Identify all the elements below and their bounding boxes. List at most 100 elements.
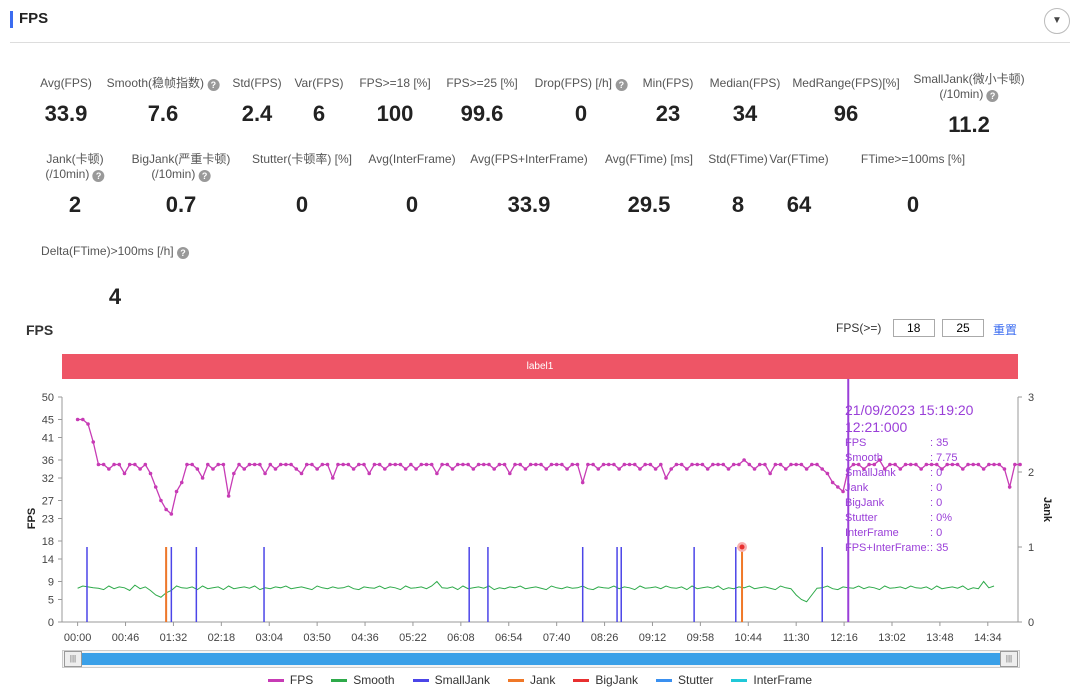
metric-label: Avg(FPS+InterFrame) (470, 152, 587, 167)
help-icon[interactable]: ? (207, 79, 220, 91)
fps-point (502, 462, 507, 467)
legend-item[interactable]: Smooth (331, 673, 395, 687)
fps-point (1018, 462, 1022, 467)
fps-point (773, 462, 778, 467)
legend-item[interactable]: Jank (507, 673, 555, 687)
metric-label-text: Median(FPS) (709, 76, 781, 90)
metric-value: 2.4 (241, 101, 273, 126)
legend-swatch-icon (573, 679, 590, 683)
fps-point (695, 462, 700, 467)
metric-label-text: Smooth(稳帧指数) (106, 76, 205, 90)
fps-point (940, 467, 944, 471)
fps-point (810, 462, 814, 467)
y2-tick-label: 0 (1028, 617, 1034, 629)
tooltip-value: : 0 (930, 467, 943, 479)
legend-label: Stutter (678, 673, 714, 687)
help-icon[interactable]: ? (198, 170, 211, 182)
fps-point (383, 467, 387, 471)
help-icon[interactable]: ? (176, 247, 189, 259)
fps-point (565, 467, 569, 471)
time-range-slider[interactable]: ||| ||| (62, 650, 1020, 668)
fps-point (81, 417, 85, 422)
x-tick-label: 13:02 (878, 632, 906, 644)
fps-point (304, 462, 309, 467)
fps-point (372, 462, 377, 467)
slider-handle-right[interactable]: ||| (1000, 651, 1018, 667)
metric-card: Jank(卡顿) (/10min) ? 2 (45, 152, 105, 218)
help-icon[interactable]: ? (615, 79, 628, 91)
fps-point (237, 462, 241, 467)
x-tick-label: 04:36 (351, 632, 379, 644)
slider-handle-left[interactable]: ||| (64, 651, 82, 667)
fps-point (560, 462, 564, 467)
fps-threshold-2-input[interactable] (942, 319, 985, 337)
metric-label-text: Min(FPS) (642, 76, 694, 90)
fps-point (143, 462, 148, 467)
tooltip-row: BigJank: 0 (845, 496, 973, 511)
fps-point (919, 467, 923, 471)
legend-item[interactable]: BigJank (573, 673, 638, 687)
fps-point (830, 480, 835, 485)
fps-point (898, 467, 903, 471)
fps-point (127, 462, 132, 467)
fps-point (471, 467, 476, 471)
collapse-toggle-icon[interactable]: ▼ (1044, 8, 1070, 34)
fps-point (742, 458, 746, 462)
tooltip-key: Jank (845, 482, 869, 494)
legend-item[interactable]: FPS (267, 673, 313, 687)
fps-point (664, 476, 668, 480)
metric-card: Smooth(稳帧指数) ? 7.6 (107, 76, 220, 127)
fps-point (466, 462, 470, 467)
y-tick-label: 45 (42, 415, 54, 427)
fps-point (612, 462, 616, 467)
metric-label-text: Avg(InterFrame) (368, 152, 456, 166)
reset-link[interactable]: 重置 (993, 323, 1018, 337)
fps-point (388, 462, 392, 467)
metric-value: 33.9 (507, 192, 551, 217)
fps-point (278, 462, 283, 467)
fps-point (669, 467, 674, 471)
fps-point (107, 467, 111, 471)
fps-point (409, 462, 413, 467)
fps-point (195, 467, 200, 471)
metric-label-text: SmallJank(微小卡顿) (913, 72, 1025, 86)
fps-point (945, 462, 949, 467)
slider-range[interactable] (81, 653, 1001, 665)
fps-point (862, 467, 866, 471)
legend-item[interactable]: InterFrame (731, 673, 812, 687)
fps-point (685, 467, 689, 471)
help-icon[interactable]: ? (92, 170, 105, 182)
fps-point (737, 462, 741, 467)
fps-point (216, 462, 221, 467)
tooltip-value: : 0 (930, 497, 943, 509)
metric-value: 7.6 (147, 101, 179, 126)
chart-legend: FPS Smooth SmallJank Jank BigJank Stutter Inte… (0, 673, 1080, 687)
fps-threshold-1-input[interactable] (892, 319, 935, 337)
metric-card: Std(FTime) 8 (708, 152, 768, 218)
fps-point (825, 471, 830, 476)
fps-point (836, 485, 840, 489)
bigjank-point (739, 544, 745, 550)
metric-card: FTime>=100ms [%] 0 (861, 152, 965, 218)
tooltip-value: : 0 (930, 482, 943, 494)
fps-point (476, 462, 481, 467)
metric-card: Median(FPS) 34 (710, 76, 781, 127)
fps-point (481, 462, 486, 467)
help-icon[interactable]: ? (986, 90, 999, 102)
label-bar[interactable]: label1 (62, 354, 1018, 379)
y2-tick-label: 2 (1028, 467, 1034, 479)
x-tick-label: 14:34 (974, 632, 1002, 644)
legend-item[interactable]: Stutter (656, 673, 713, 687)
fps-point (1013, 462, 1017, 467)
fps-point (440, 462, 444, 467)
fps-point (351, 467, 356, 471)
fps-point (966, 462, 970, 467)
metric-label: Std(FTime) (708, 152, 768, 167)
section-title: FPS (19, 10, 49, 27)
tooltip-key: FPS+InterFrame: (845, 542, 930, 554)
fps-point (356, 462, 361, 467)
metric-card: Std(FPS) 2.4 (232, 76, 281, 127)
fps-point (659, 462, 663, 467)
legend-item[interactable]: SmallJank (412, 673, 490, 687)
